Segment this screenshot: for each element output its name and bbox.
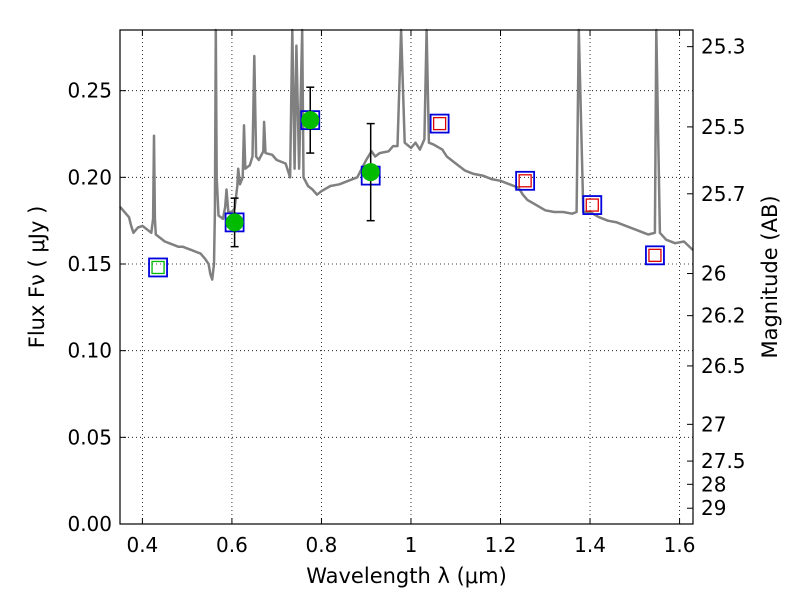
mag-tick-label: 25.7 (701, 182, 746, 206)
measurement-point (301, 111, 320, 130)
y-tick-label: 0.00 (67, 512, 112, 536)
y-tick-label: 0.05 (67, 425, 112, 449)
mag-tick-label: 25.3 (701, 35, 746, 59)
y-axis-label: Flux Fν ( μJy ) (25, 206, 49, 349)
y-tick-label: 0.20 (67, 165, 112, 189)
mag-tick-label: 25.5 (701, 115, 746, 139)
data-box (518, 174, 532, 188)
x-tick-label: 0.8 (306, 533, 338, 557)
y-tick-label: 0.15 (67, 252, 112, 276)
x-tick-label: 1.6 (664, 533, 696, 557)
mag-tick-label: 29 (701, 496, 726, 520)
mag-tick-label: 28 (701, 472, 726, 496)
mag-tick-label: 26.2 (701, 304, 746, 328)
model-box (515, 170, 536, 191)
data-box (585, 198, 599, 212)
x-tick-label: 0.4 (126, 533, 158, 557)
y-tick-label: 0.25 (67, 79, 112, 103)
spectrum-line (119, 28, 694, 281)
mag-tick-label: 26.5 (701, 354, 746, 378)
measurement-series (225, 86, 380, 248)
x-axis-label: Wavelength λ (μm) (306, 564, 507, 588)
x-tick-label: 1.2 (485, 533, 517, 557)
measurement-point (361, 163, 380, 182)
mag-tick-label: 27 (701, 412, 726, 436)
model-box (582, 195, 603, 215)
x-tick-label: 0.6 (216, 533, 248, 557)
plot-frame (119, 29, 694, 525)
model-box (429, 113, 450, 134)
data-box (648, 248, 662, 262)
data-box (151, 260, 165, 275)
model-box (148, 257, 168, 278)
y-tick-label: 0.10 (67, 339, 112, 363)
mag-tick-label: 26 (701, 262, 726, 286)
measurement-point (225, 213, 244, 232)
mag-tick-label: 27.5 (701, 449, 746, 473)
x-tick-label: 1.4 (574, 533, 606, 557)
data-box (432, 116, 447, 131)
grid (120, 30, 693, 525)
axis-ticks: 0.4 0.6 0.8 1 1.2 1.4 1.6 0.00 0.05 0.10 0.15 0.20 0… (67, 30, 746, 557)
magnitude-axis-label: Magnitude (AB) (758, 195, 782, 358)
model-box (645, 245, 665, 266)
spectrum-series (119, 28, 694, 281)
x-tick-label: 1 (405, 533, 418, 557)
